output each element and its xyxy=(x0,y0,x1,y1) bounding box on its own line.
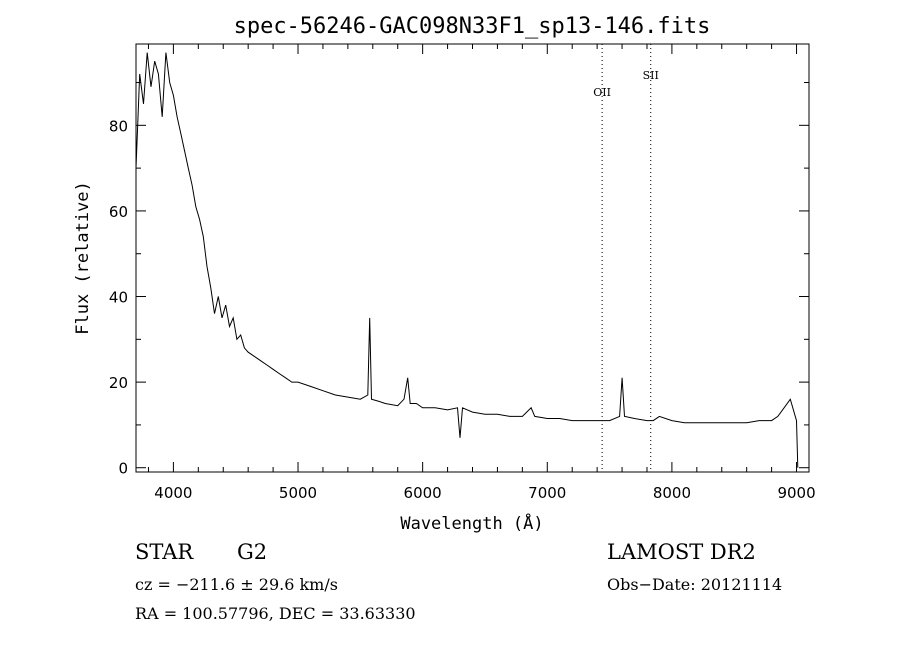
line-annotations: OII SII xyxy=(593,44,659,472)
object-subclass: G2 xyxy=(237,540,268,564)
redshift-cz: cz = −211.6 ± 29.6 km/s xyxy=(135,575,338,594)
x-tick-label: 4000 xyxy=(154,484,192,502)
y-tick-label: 20 xyxy=(109,374,128,392)
chart-title: spec-56246-GAC098N33F1_sp13-146.fits xyxy=(234,14,711,39)
y-tick-label: 40 xyxy=(109,289,128,307)
spectrum-line xyxy=(135,52,799,468)
y-tick-label: 60 xyxy=(109,203,128,221)
axis-ticks xyxy=(136,44,809,472)
x-tick-label: 6000 xyxy=(404,484,442,502)
y-axis-label: Flux (relative) xyxy=(73,181,93,335)
x-axis-label: Wavelength (Å) xyxy=(400,512,543,534)
annotation-label-oii: OII xyxy=(593,86,611,99)
plot-frame xyxy=(135,43,810,473)
y-tick-label: 80 xyxy=(109,117,128,135)
y-tick-label: 0 xyxy=(118,460,128,478)
annotation-label-sii: SII xyxy=(643,69,659,82)
tick-labels: 4000 5000 6000 7000 8000 9000 0 20 40 60 80 xyxy=(109,117,816,502)
observation-date: Obs−Date: 20121114 xyxy=(607,575,783,594)
object-class: STAR xyxy=(135,540,194,564)
x-tick-label: 9000 xyxy=(777,484,815,502)
x-tick-label: 8000 xyxy=(653,484,691,502)
x-tick-label: 5000 xyxy=(279,484,317,502)
ra-dec-coordinates: RA = 100.57796, DEC = 33.63330 xyxy=(135,604,416,623)
survey-name: LAMOST DR2 xyxy=(607,540,756,564)
x-tick-label: 7000 xyxy=(528,484,566,502)
